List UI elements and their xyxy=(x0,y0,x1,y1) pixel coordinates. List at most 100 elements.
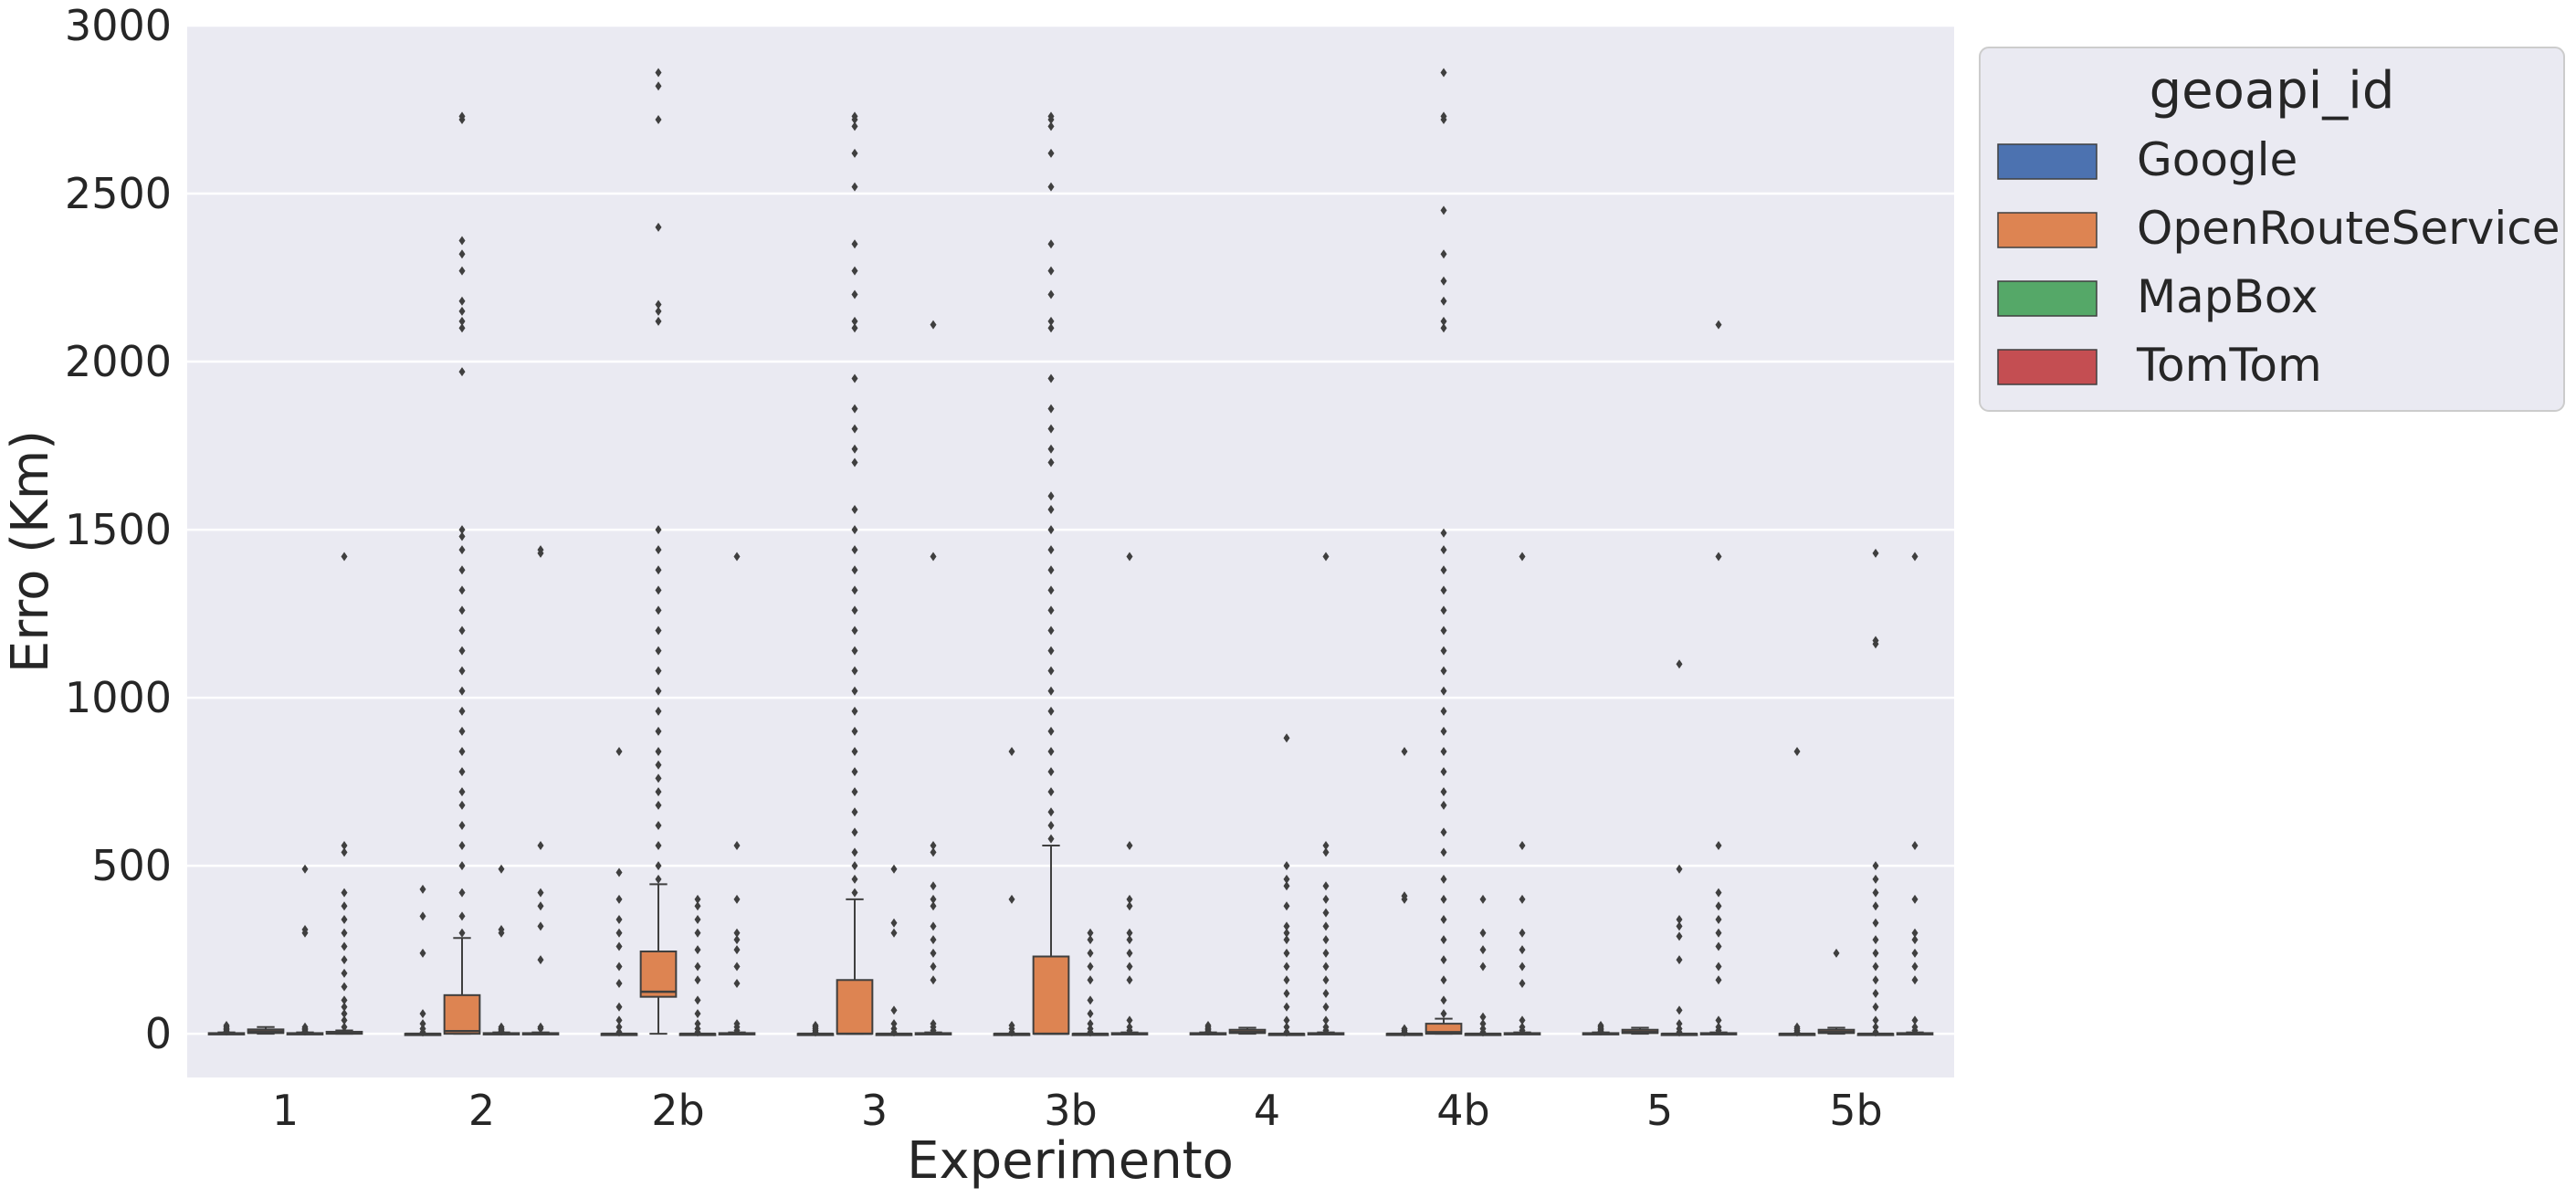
outlier-point xyxy=(812,1020,819,1030)
outlier-point xyxy=(1872,1022,1879,1032)
outlier-point xyxy=(1087,1024,1094,1034)
outlier-point xyxy=(537,545,544,555)
outlier-point xyxy=(1872,1015,1879,1025)
outlier-point xyxy=(301,1022,309,1032)
outlier-point xyxy=(1676,915,1683,925)
outlier-point xyxy=(341,995,348,1005)
outlier-point xyxy=(1047,289,1055,300)
outlier-point xyxy=(1519,945,1526,955)
outlier-point xyxy=(1440,605,1447,615)
outlier-point xyxy=(1087,935,1094,945)
outlier-point xyxy=(498,925,505,935)
outlier-point xyxy=(615,1027,623,1037)
outlier-point xyxy=(1322,1015,1330,1025)
outlier-point xyxy=(458,605,466,615)
outlier-point xyxy=(1440,1009,1447,1019)
outlier-point xyxy=(1440,205,1447,215)
x-tick-label: 4 xyxy=(1254,1086,1280,1135)
outlier-point xyxy=(1047,148,1055,158)
outlier-point xyxy=(733,894,741,904)
outlier-point xyxy=(930,975,937,985)
outlier-point xyxy=(1126,894,1133,904)
outlier-point xyxy=(419,948,426,958)
y-tick-label: 1000 xyxy=(65,673,172,722)
x-tick-label: 3 xyxy=(861,1086,888,1135)
y-ticks: 0 500 1000 1500 2000 2500 3000 xyxy=(65,1,172,1058)
outlier-point xyxy=(1519,1015,1526,1025)
box-tomtom-5b xyxy=(1896,552,1934,1035)
outlier-point xyxy=(1440,316,1447,326)
box-iqr xyxy=(836,979,874,1035)
outlier-point xyxy=(1047,726,1055,736)
x-tick-label: 3b xyxy=(1044,1086,1097,1135)
outlier-point xyxy=(1872,1027,1879,1037)
y-tick-label: 2500 xyxy=(65,169,172,218)
outlier-point xyxy=(1283,733,1290,743)
outlier-point xyxy=(851,706,858,716)
outlier-point xyxy=(851,827,858,837)
outlier-point xyxy=(1872,935,1879,945)
x-tick-label: 5 xyxy=(1646,1086,1673,1135)
outlier-point xyxy=(1519,894,1526,904)
outlier-point xyxy=(1047,585,1055,595)
outlier-point xyxy=(458,646,466,656)
outlier-point xyxy=(655,68,662,78)
outlier-point xyxy=(655,746,662,756)
outlier-point xyxy=(851,266,858,276)
outlier-point xyxy=(655,874,662,884)
outlier-point xyxy=(1440,323,1447,333)
outlier-point xyxy=(1479,928,1487,938)
outlier-point xyxy=(1047,746,1055,756)
outlier-point xyxy=(851,807,858,817)
outlier-point xyxy=(930,894,937,904)
outlier-point xyxy=(615,941,623,951)
outlier-point xyxy=(458,820,466,830)
outlier-point xyxy=(1087,1009,1094,1019)
outlier-point xyxy=(1911,552,1919,562)
outlier-point xyxy=(1911,975,1919,985)
x-tick-label: 2 xyxy=(468,1086,495,1135)
outlier-point xyxy=(1911,841,1919,851)
outlier-point xyxy=(1087,948,1094,958)
outlier-point xyxy=(1047,182,1055,192)
outlier-point xyxy=(1715,1022,1722,1032)
box-google-2 xyxy=(404,884,442,1037)
outlier-point xyxy=(851,424,858,434)
box-google-5 xyxy=(1582,1020,1620,1036)
outlier-point xyxy=(1440,625,1447,636)
outlier-point xyxy=(1715,901,1722,911)
legend-items: Google OpenRouteService MapBox TomTom xyxy=(1997,133,2560,392)
outlier-point xyxy=(1440,249,1447,259)
outlier-point xyxy=(458,296,466,306)
outlier-point xyxy=(537,901,544,911)
box-tomtom-5 xyxy=(1699,320,1738,1035)
outlier-point xyxy=(1479,1012,1487,1022)
outlier-point xyxy=(733,552,741,562)
outlier-point xyxy=(851,787,858,797)
outlier-point xyxy=(1440,827,1447,837)
box-tomtom-4 xyxy=(1307,552,1345,1035)
outlier-point xyxy=(1283,1027,1290,1037)
outlier-point xyxy=(1440,706,1447,716)
outlier-point xyxy=(1322,1022,1330,1032)
box-iqr xyxy=(443,993,481,1035)
outlier-point xyxy=(1519,962,1526,972)
outlier-point xyxy=(1283,928,1290,938)
outlier-point xyxy=(1047,444,1055,454)
outlier-point xyxy=(615,867,623,877)
outlier-point xyxy=(498,864,505,874)
outlier-point xyxy=(458,726,466,736)
outlier-point xyxy=(851,861,858,871)
outlier-point xyxy=(1440,528,1447,538)
y-axis-label: Erro (Km) xyxy=(1,430,60,673)
outlier-point xyxy=(1047,404,1055,414)
outlier-point xyxy=(1322,1002,1330,1012)
outlier-point xyxy=(1715,320,1722,330)
outlier-point xyxy=(458,767,466,777)
outlier-point xyxy=(1676,955,1683,965)
box-tomtom-3b xyxy=(1110,552,1149,1035)
outlier-point xyxy=(341,1015,348,1025)
outlier-point xyxy=(1322,962,1330,972)
outlier-point xyxy=(1715,888,1722,898)
box-google-5b xyxy=(1778,746,1816,1037)
